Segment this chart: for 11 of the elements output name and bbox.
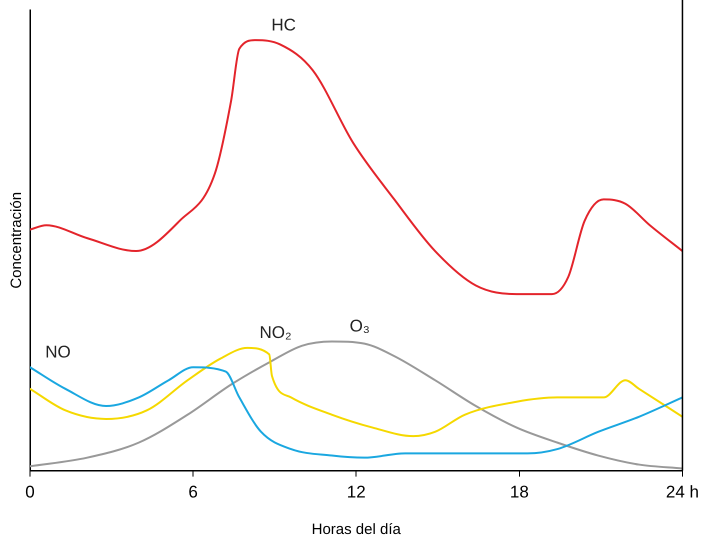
series-label: O₃	[350, 316, 370, 336]
x-axis-title: Horas del día	[312, 521, 402, 538]
x-tick-label: 24 h	[666, 482, 700, 502]
y-axis-title: Concentración	[8, 192, 26, 289]
series-label: HC	[271, 15, 296, 34]
x-tick-label: 6	[188, 482, 198, 502]
x-tick-label: 12	[346, 482, 366, 502]
x-tick-label: 18	[510, 482, 529, 502]
x-tick-label: 0	[25, 482, 35, 502]
series-label: NO₂	[259, 323, 292, 342]
series-label: NO	[45, 342, 71, 362]
